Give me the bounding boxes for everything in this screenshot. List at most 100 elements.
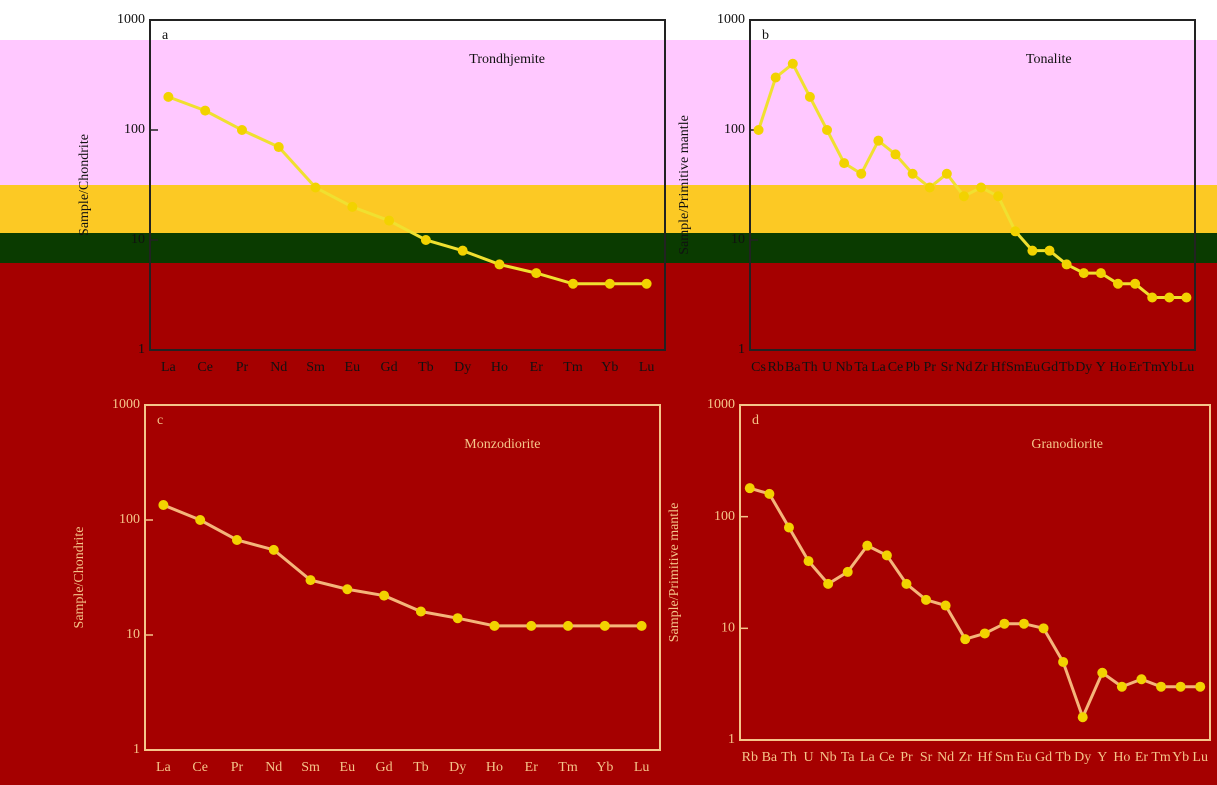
x-tick-label: Tb — [1059, 360, 1075, 375]
x-tick-label: La — [871, 360, 887, 375]
x-tick-label: Lu — [634, 760, 650, 775]
data-point — [458, 246, 468, 256]
y-axis-label: Sample/Primitive mantle — [667, 503, 682, 643]
x-tick-label: Sm — [995, 750, 1014, 765]
y-tick-label: 1000 — [707, 397, 735, 412]
x-tick-label: Ho — [1109, 360, 1126, 375]
x-tick-label: Nd — [955, 360, 972, 375]
x-tick-label: Dy — [454, 360, 471, 375]
y-tick-label: 1000 — [717, 12, 745, 27]
x-tick-label: Hf — [991, 360, 1006, 375]
y-tick-label: 10 — [126, 627, 140, 642]
data-point — [771, 73, 781, 83]
x-tick-label: Nb — [836, 360, 853, 375]
x-tick-label: Ce — [192, 760, 208, 775]
data-point — [843, 567, 853, 577]
x-tick-label: Er — [1128, 360, 1142, 375]
x-tick-label: Sm — [301, 760, 320, 775]
y-tick-label: 1000 — [112, 397, 140, 412]
data-point — [882, 550, 892, 560]
data-point — [901, 579, 911, 589]
figure: a Trondhjemite Sample/Chondrite 1 10 100 1000 L… — [0, 0, 1217, 785]
x-tick-label: Tm — [1142, 360, 1162, 375]
panel-label: a — [162, 28, 169, 43]
x-tick-label: Hf — [977, 750, 992, 765]
data-point — [1096, 268, 1106, 278]
x-tick-label: Dy — [1075, 360, 1092, 375]
data-point — [1176, 682, 1186, 692]
data-point — [745, 483, 755, 493]
data-point — [1136, 674, 1146, 684]
x-tick-label: Zr — [974, 360, 988, 375]
x-tick-label: Nd — [265, 760, 282, 775]
data-point — [1079, 268, 1089, 278]
data-point — [1156, 682, 1166, 692]
x-tick-label: Y — [1096, 360, 1106, 375]
x-tick-label: Pr — [236, 360, 249, 375]
x-tick-label: Pb — [905, 360, 920, 375]
x-tick-label: Gd — [1035, 750, 1052, 765]
data-point — [600, 621, 610, 631]
data-point — [805, 92, 815, 102]
data-point — [568, 279, 578, 289]
y-tick-label: 10 — [721, 621, 735, 636]
x-tick-label: Eu — [1016, 750, 1032, 765]
x-tick-label: Tb — [418, 360, 434, 375]
data-point — [269, 545, 279, 555]
panel-title: Trondhjemite — [469, 52, 545, 67]
y-tick-label: 1 — [133, 742, 140, 757]
y-tick-label: 100 — [724, 122, 745, 137]
data-point — [1039, 623, 1049, 633]
x-tick-label: Er — [525, 760, 539, 775]
x-tick-label: Th — [802, 360, 818, 375]
x-tick-label: Nb — [820, 750, 837, 765]
x-tick-label: Nd — [937, 750, 954, 765]
data-point — [1130, 279, 1140, 289]
data-point — [200, 106, 210, 116]
data-point — [873, 136, 883, 146]
data-point — [163, 92, 173, 102]
x-tick-label: Ta — [854, 360, 869, 375]
data-point — [237, 125, 247, 135]
data-point — [274, 142, 284, 152]
x-tick-label: U — [822, 360, 832, 375]
y-tick-label: 1 — [728, 732, 735, 747]
x-tick-label: Yb — [1161, 360, 1178, 375]
data-point — [890, 149, 900, 159]
y-tick-label: 10 — [731, 232, 745, 247]
red-field — [0, 263, 1217, 785]
x-tick-label: Ce — [197, 360, 213, 375]
y-axis-label: Sample/Chondrite — [77, 134, 92, 236]
x-tick-label: La — [860, 750, 876, 765]
x-tick-label: Tb — [1055, 750, 1071, 765]
data-point — [960, 634, 970, 644]
x-tick-label: La — [161, 360, 177, 375]
data-point — [784, 522, 794, 532]
x-tick-label: Rb — [742, 750, 758, 765]
x-tick-label: Ho — [1113, 750, 1130, 765]
data-point — [754, 125, 764, 135]
data-point — [856, 169, 866, 179]
data-point — [959, 191, 969, 201]
data-point — [1058, 657, 1068, 667]
page: a Trondhjemite Sample/Chondrite 1 10 100 1000 L… — [0, 0, 1217, 785]
x-tick-label: Er — [1135, 750, 1149, 765]
data-point — [1010, 226, 1020, 236]
x-tick-label: Gd — [381, 360, 398, 375]
x-tick-label: La — [156, 760, 172, 775]
x-tick-label: Ho — [491, 360, 508, 375]
data-point — [1078, 712, 1088, 722]
data-point — [823, 579, 833, 589]
data-point — [999, 619, 1009, 629]
data-point — [980, 628, 990, 638]
data-point — [379, 591, 389, 601]
panel-label: c — [157, 413, 163, 428]
x-tick-label: Sr — [920, 750, 933, 765]
x-tick-label: Gd — [376, 760, 393, 775]
x-tick-label: Lu — [1192, 750, 1208, 765]
data-point — [1097, 668, 1107, 678]
data-point — [976, 183, 986, 193]
y-axis-label: Sample/Chondrite — [72, 527, 87, 629]
x-tick-label: Ho — [486, 760, 503, 775]
y-tick-label: 100 — [119, 512, 140, 527]
